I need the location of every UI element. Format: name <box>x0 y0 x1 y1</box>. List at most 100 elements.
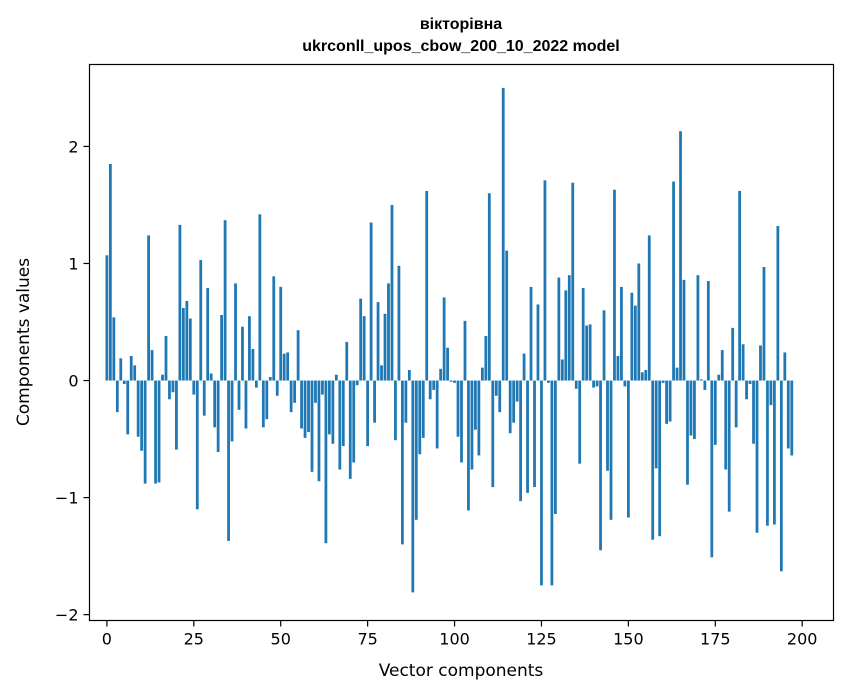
bar <box>446 347 449 381</box>
bar <box>759 345 762 381</box>
bar <box>112 317 116 381</box>
bar <box>209 373 213 381</box>
bar <box>501 87 505 381</box>
bar <box>206 288 210 381</box>
bar <box>296 330 300 381</box>
bar <box>234 283 237 381</box>
y-tick-label: 0 <box>68 372 78 391</box>
x-tick-label: 150 <box>613 630 644 649</box>
bar <box>369 222 373 381</box>
bar <box>738 190 742 381</box>
bar <box>129 355 133 381</box>
bars-group <box>105 87 794 593</box>
y-tick-label: −2 <box>55 606 79 625</box>
bar <box>171 380 175 393</box>
plot-frame <box>88 63 835 622</box>
bar <box>362 316 366 381</box>
bar <box>286 352 290 381</box>
bar <box>380 365 383 381</box>
bar <box>237 380 241 410</box>
bar <box>564 290 568 381</box>
bar <box>401 380 404 545</box>
bar <box>613 189 616 381</box>
bar <box>790 380 794 456</box>
bar <box>150 350 154 381</box>
bar <box>202 380 206 416</box>
bar <box>640 372 644 381</box>
bar <box>328 380 331 435</box>
bar <box>272 276 276 381</box>
bar <box>710 380 714 558</box>
bar <box>536 304 540 381</box>
bar <box>387 283 390 381</box>
bar <box>529 286 533 381</box>
bar <box>390 204 394 381</box>
bar <box>254 380 258 388</box>
bar <box>136 380 140 437</box>
bar <box>185 300 189 381</box>
bar <box>484 336 488 381</box>
bar <box>745 380 748 400</box>
bar <box>321 380 324 395</box>
bar <box>345 341 349 381</box>
bar <box>581 288 585 381</box>
bar <box>248 316 251 381</box>
y-axis-label: Components values <box>14 258 34 426</box>
bar <box>442 297 446 381</box>
bar <box>675 367 679 381</box>
bar <box>265 380 269 420</box>
bar <box>769 380 773 406</box>
bar <box>661 380 665 383</box>
bar <box>606 380 609 471</box>
x-tick-label: 50 <box>271 630 291 649</box>
bar <box>616 355 620 381</box>
bar <box>779 380 783 572</box>
bar <box>289 380 293 413</box>
bar <box>133 365 137 381</box>
bar <box>588 324 592 381</box>
bar <box>188 318 192 381</box>
bar <box>654 380 658 469</box>
x-tick-label: 0 <box>102 630 112 649</box>
bar <box>783 352 787 381</box>
bar <box>411 380 415 593</box>
bar <box>543 180 547 381</box>
bar <box>592 380 595 388</box>
x-tick-label: 25 <box>184 630 204 649</box>
bar <box>560 359 564 381</box>
bar <box>703 380 707 390</box>
bar <box>578 380 582 464</box>
bar <box>679 131 682 381</box>
bar <box>644 370 648 381</box>
bar <box>553 380 557 514</box>
bar <box>143 380 147 484</box>
bar <box>178 224 182 381</box>
bar <box>633 305 637 381</box>
bar <box>540 380 543 586</box>
bar <box>140 380 144 451</box>
bar <box>776 226 780 381</box>
bar <box>480 367 484 381</box>
bar <box>731 327 735 381</box>
bar <box>195 380 199 510</box>
bar <box>352 380 356 463</box>
bar <box>213 380 217 428</box>
bar <box>407 370 411 381</box>
bar <box>199 259 203 381</box>
bar <box>373 380 376 423</box>
bar <box>557 277 561 381</box>
bar <box>404 380 408 423</box>
bar <box>460 380 463 463</box>
bar <box>762 267 766 381</box>
bar <box>786 380 790 449</box>
bar <box>324 380 328 544</box>
bar <box>359 298 363 381</box>
bar <box>602 310 606 381</box>
bar <box>477 380 481 456</box>
bar <box>533 380 536 488</box>
bar <box>623 380 627 387</box>
bar <box>550 380 554 586</box>
x-tick-label: 125 <box>526 630 557 649</box>
bar <box>682 279 686 381</box>
